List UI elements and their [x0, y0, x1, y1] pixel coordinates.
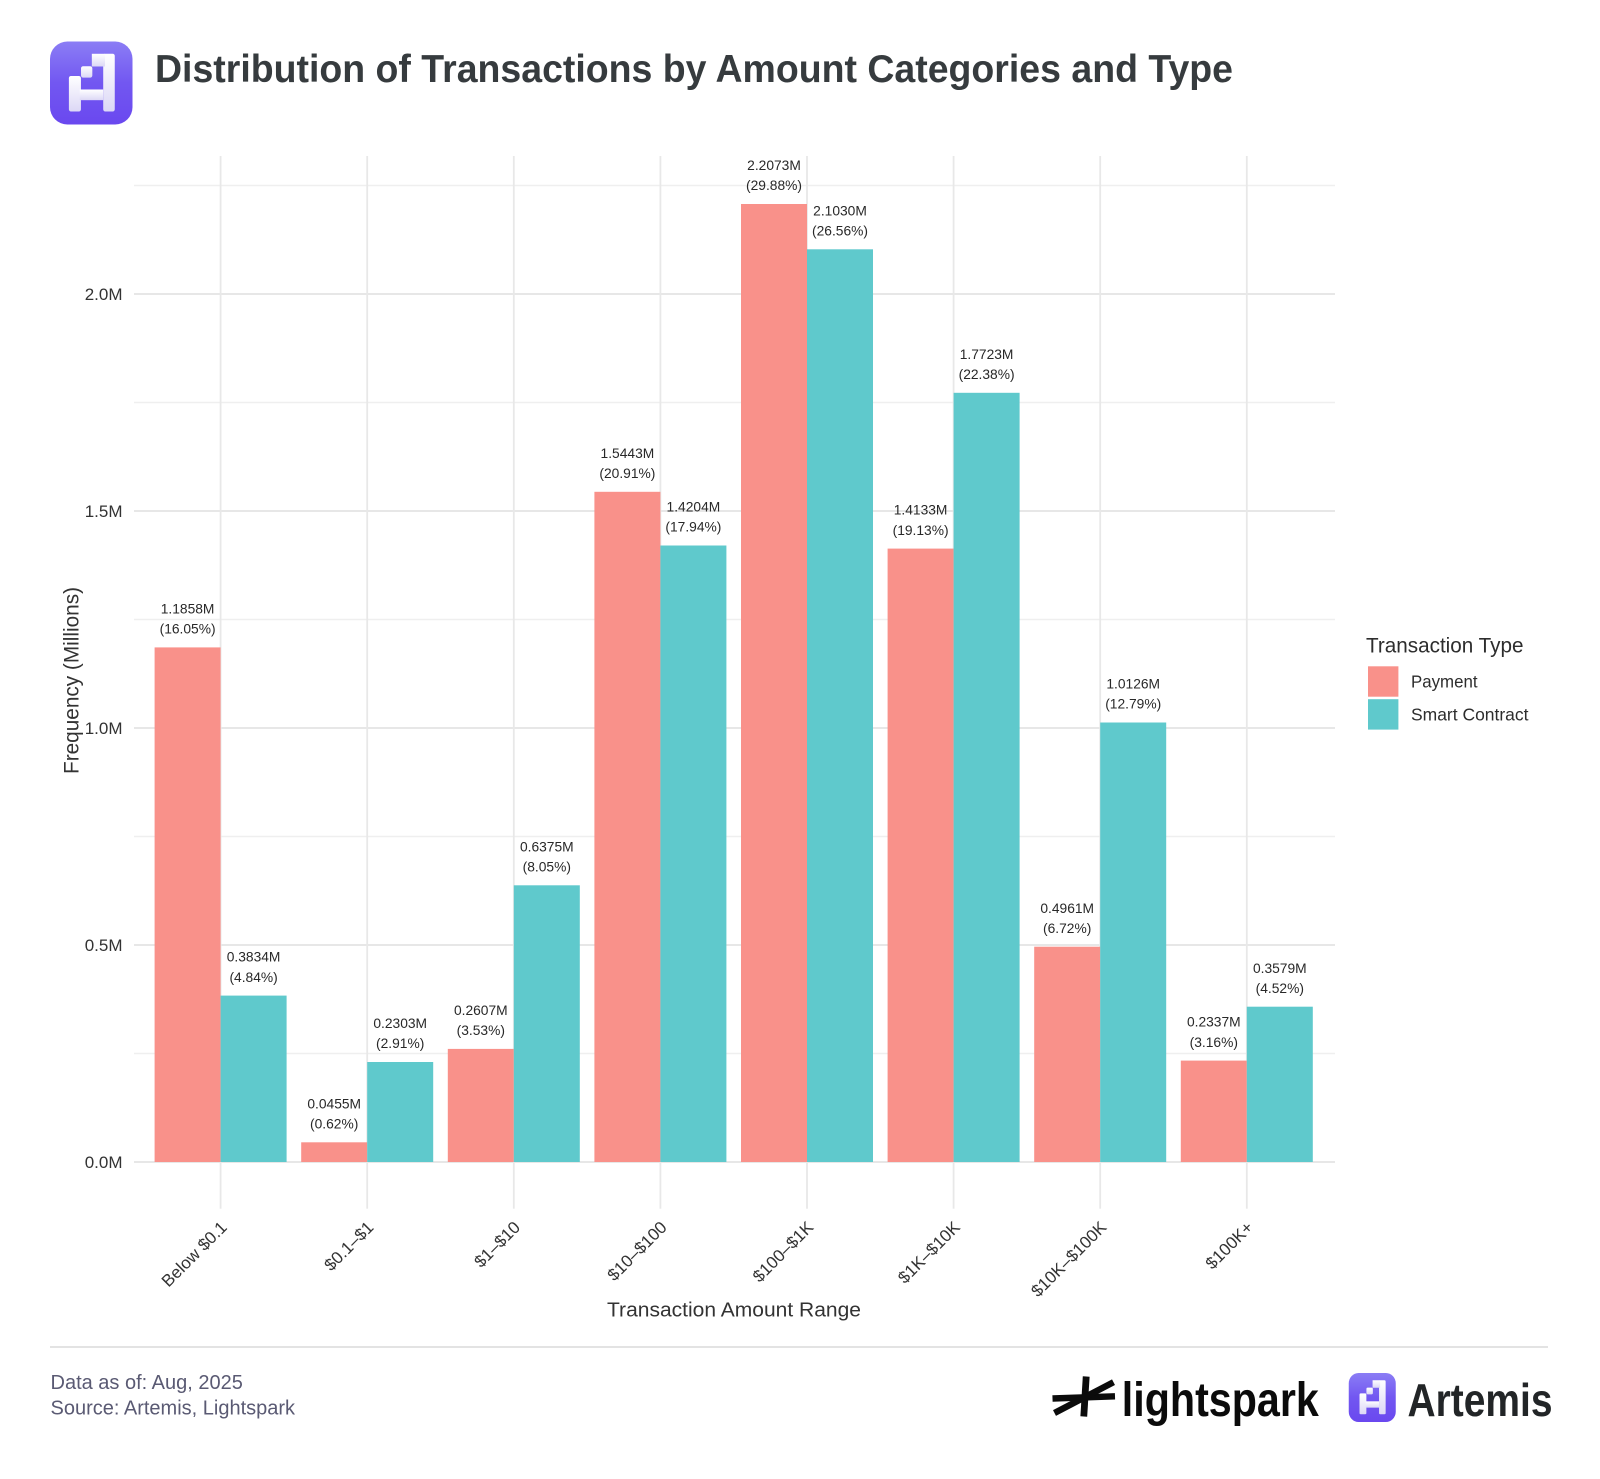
svg-text:0.0M: 0.0M [85, 1153, 123, 1172]
svg-text:(19.13%): (19.13%) [893, 523, 949, 538]
svg-text:Data as of: Aug, 2025: Data as of: Aug, 2025 [51, 1372, 243, 1394]
svg-text:(3.53%): (3.53%) [457, 1023, 505, 1038]
svg-text:1.5443M: 1.5443M [601, 446, 655, 461]
svg-text:$1K–$10K: $1K–$10K [894, 1217, 964, 1287]
svg-text:Source: Artemis, Lightspark: Source: Artemis, Lightspark [51, 1397, 297, 1419]
svg-text:1.0126M: 1.0126M [1106, 677, 1160, 692]
svg-text:(29.88%): (29.88%) [746, 178, 802, 193]
svg-text:Frequency (Millions): Frequency (Millions) [60, 587, 83, 774]
svg-text:Artemis: Artemis [1408, 1374, 1553, 1426]
svg-text:0.2607M: 0.2607M [454, 1003, 508, 1018]
svg-text:0.0455M: 0.0455M [307, 1096, 361, 1111]
svg-text:(8.05%): (8.05%) [523, 860, 571, 875]
svg-text:Distribution of Transactions b: Distribution of Transactions by Amount C… [155, 48, 1233, 91]
svg-text:1.0M: 1.0M [85, 719, 123, 738]
svg-text:0.2303M: 0.2303M [373, 1016, 427, 1031]
svg-text:(0.62%): (0.62%) [310, 1117, 358, 1132]
svg-text:(20.91%): (20.91%) [599, 466, 655, 481]
svg-text:$0.1–$1: $0.1–$1 [321, 1218, 378, 1275]
svg-text:0.4961M: 0.4961M [1040, 901, 1094, 916]
svg-text:2.1030M: 2.1030M [813, 203, 867, 218]
svg-text:2.2073M: 2.2073M [747, 158, 801, 173]
svg-text:(6.72%): (6.72%) [1043, 921, 1091, 936]
svg-text:$1–$10: $1–$10 [470, 1218, 524, 1272]
svg-text:1.1858M: 1.1858M [161, 602, 215, 617]
svg-text:1.4204M: 1.4204M [667, 500, 721, 515]
svg-text:1.4133M: 1.4133M [894, 503, 948, 518]
svg-text:Transaction Type: Transaction Type [1366, 633, 1524, 657]
svg-text:$10K–$100K: $10K–$100K [1027, 1217, 1110, 1300]
svg-text:$100–$1K: $100–$1K [749, 1217, 818, 1286]
svg-text:(4.52%): (4.52%) [1256, 981, 1304, 996]
svg-text:0.6375M: 0.6375M [520, 839, 574, 854]
svg-text:2.0M: 2.0M [85, 285, 123, 304]
svg-text:$100K+: $100K+ [1202, 1218, 1257, 1273]
svg-text:Payment: Payment [1411, 672, 1478, 692]
svg-text:(12.79%): (12.79%) [1105, 697, 1161, 712]
svg-text:(4.84%): (4.84%) [229, 970, 277, 985]
svg-text:(22.38%): (22.38%) [959, 367, 1015, 382]
svg-text:lightspark: lightspark [1122, 1373, 1320, 1427]
svg-text:1.7723M: 1.7723M [960, 347, 1014, 362]
svg-text:Transaction Amount Range: Transaction Amount Range [607, 1298, 861, 1321]
svg-text:(16.05%): (16.05%) [160, 622, 216, 637]
svg-text:0.3579M: 0.3579M [1253, 961, 1307, 976]
svg-text:0.2337M: 0.2337M [1187, 1015, 1241, 1030]
svg-text:1.5M: 1.5M [85, 502, 123, 521]
svg-text:Below $0.1: Below $0.1 [158, 1218, 231, 1291]
svg-text:(3.16%): (3.16%) [1190, 1035, 1238, 1050]
svg-text:Smart Contract: Smart Contract [1411, 705, 1529, 725]
svg-text:(2.91%): (2.91%) [376, 1036, 424, 1051]
svg-text:(17.94%): (17.94%) [665, 520, 721, 535]
svg-text:0.5M: 0.5M [85, 936, 123, 955]
svg-text:$10–$100: $10–$100 [604, 1218, 671, 1285]
svg-text:(26.56%): (26.56%) [812, 224, 868, 239]
svg-text:0.3834M: 0.3834M [227, 950, 281, 965]
